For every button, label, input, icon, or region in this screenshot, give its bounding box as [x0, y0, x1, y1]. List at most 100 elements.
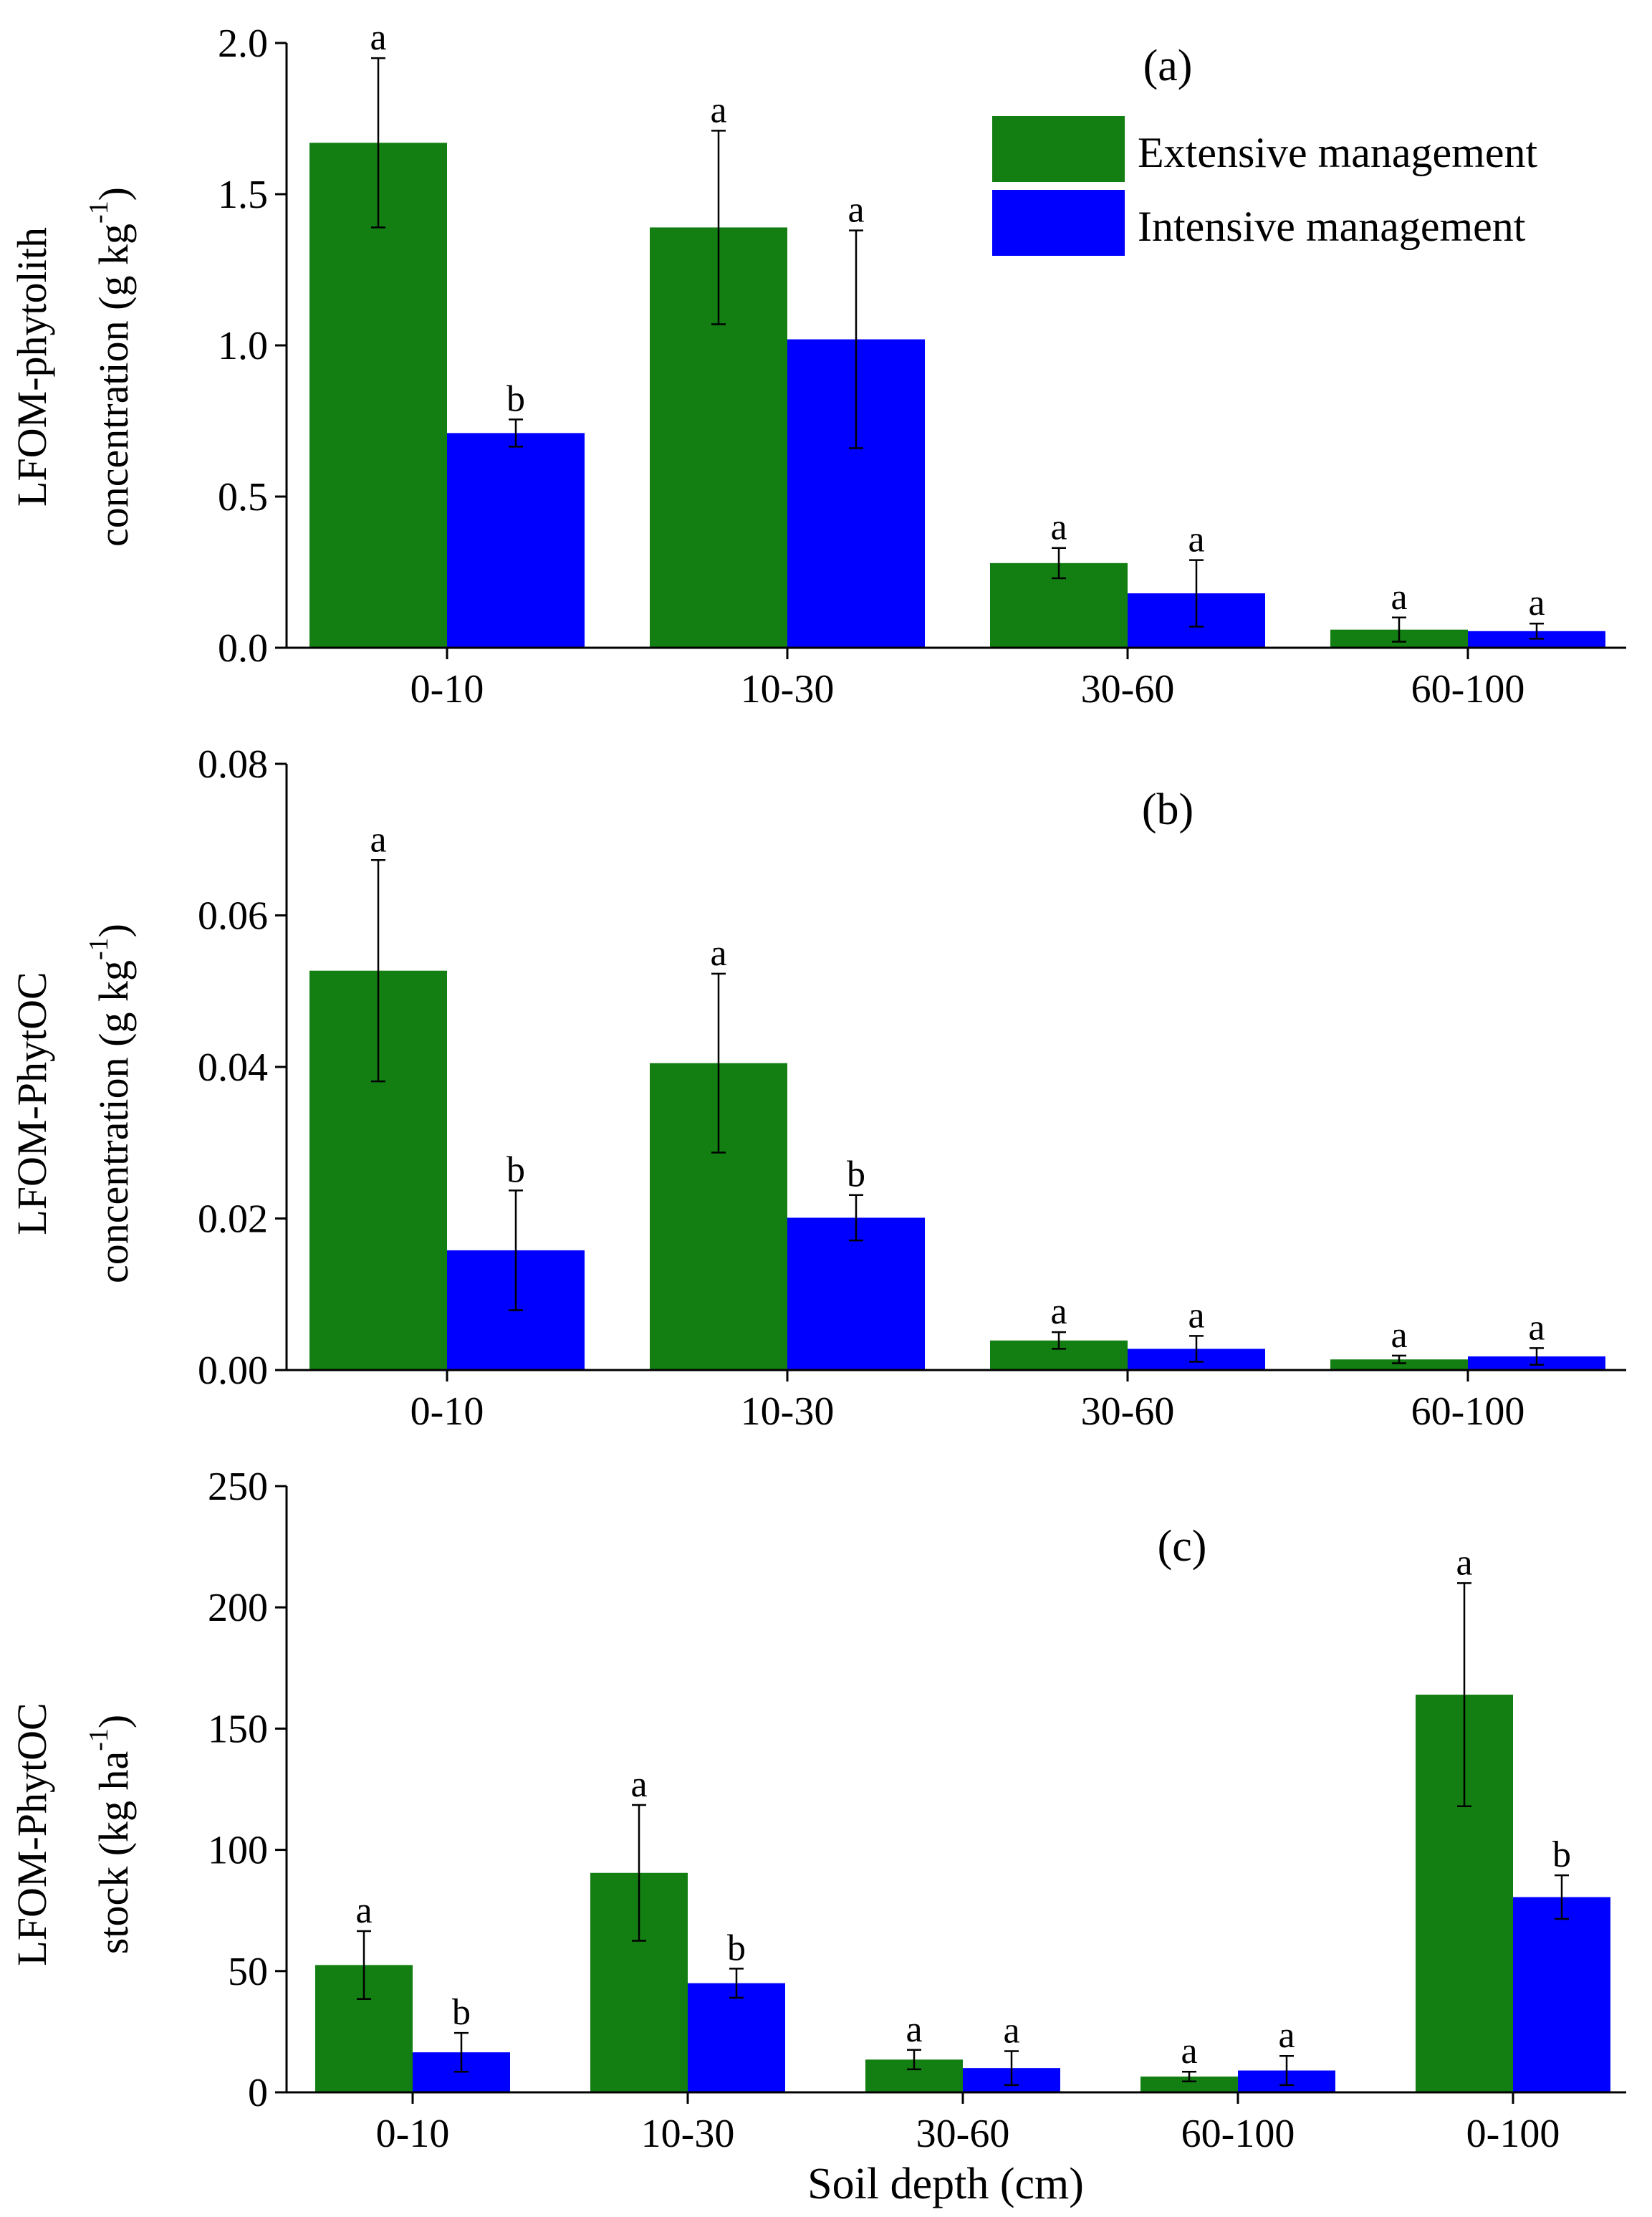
- legend-label-extensive: Extensive management: [1138, 129, 1537, 176]
- significance-letter: a: [1003, 2010, 1019, 2051]
- legend-swatch-intensive: [992, 190, 1125, 256]
- significance-letter: a: [1050, 507, 1067, 548]
- y-tick-label: 0.00: [198, 1349, 268, 1393]
- panel-c-ylabel-close: ): [90, 1715, 137, 1728]
- panel-a-error-bars: [371, 57, 1544, 643]
- y-tick-label: 0.0: [218, 626, 268, 671]
- panel-c-x-ticks: 0-10 10-30 30-60 60-100 0-100: [376, 2092, 1560, 2156]
- significance-letter: a: [630, 1764, 647, 1805]
- significance-letter: a: [1278, 2015, 1295, 2056]
- legend-swatch-extensive: [992, 116, 1125, 182]
- significance-letter: b: [506, 378, 525, 419]
- x-tick-label: 60-100: [1411, 1389, 1525, 1434]
- x-axis-title: Soil depth (cm): [807, 2160, 1084, 2208]
- y-tick-label: 0.04: [198, 1045, 268, 1090]
- y-tick-label: 50: [228, 1950, 268, 1994]
- significance-letter: a: [710, 90, 726, 130]
- x-tick-label: 0-10: [410, 1389, 484, 1434]
- x-tick-label: 30-60: [1081, 1389, 1175, 1434]
- bar-intensive: [787, 1217, 925, 1370]
- x-tick-label: 60-100: [1181, 2112, 1295, 2156]
- x-tick-label: 30-60: [916, 2112, 1010, 2156]
- panel-c: a b a b a a a a a b 0 50 100 150 200 250 0-10 10-30 30-6…: [9, 1465, 1626, 2208]
- x-tick-label: 0-10: [410, 667, 484, 712]
- panel-a-y-ticks: 0.0 0.5 1.0 1.5 2.0: [218, 21, 287, 671]
- y-tick-label: 1.0: [218, 324, 268, 368]
- significance-letter: a: [355, 1890, 372, 1931]
- x-tick-label: 0-10: [376, 2112, 450, 2156]
- significance-letter: b: [1552, 1834, 1571, 1875]
- legend: Extensive management Intensive managemen…: [992, 116, 1537, 256]
- panel-b-x-ticks: 0-10 10-30 30-60 60-100: [410, 1370, 1525, 1434]
- panel-b-significance-letters: a b a b a a a a: [370, 819, 1545, 1356]
- y-tick-label: 1.5: [218, 173, 268, 217]
- significance-letter: b: [727, 1928, 746, 1968]
- panel-b-bars: [309, 970, 1605, 1370]
- panel-a-ylabel-sup: -1: [84, 201, 114, 224]
- significance-letter: a: [1188, 519, 1204, 560]
- x-tick-label: 10-30: [741, 667, 835, 712]
- panel-b-ylabel: LFOM-PhytOC concentration (g kg-1): [9, 924, 137, 1283]
- panel-b-y-ticks: 0.00 0.02 0.04 0.06 0.08: [198, 742, 287, 1393]
- bar-intensive: [688, 1983, 785, 2092]
- y-tick-label: 2.0: [218, 21, 268, 66]
- x-tick-label: 10-30: [641, 2112, 735, 2156]
- panel-b-ylabel-sup: -1: [84, 937, 114, 960]
- y-tick-label: 0.02: [198, 1197, 268, 1242]
- panel-b: a b a b a a a a 0.00 0.02 0.04 0.06 0.08 0-10 10-30 3…: [9, 742, 1626, 1434]
- panel-c-error-bars: [357, 1582, 1569, 2087]
- panel-a-label: (a): [1143, 42, 1193, 90]
- significance-letter: a: [1188, 1295, 1204, 1336]
- significance-letter: b: [506, 1149, 525, 1190]
- y-tick-label: 0.08: [198, 742, 268, 787]
- panel-a-ylabel-line2: concentration (g kg-1): [84, 187, 137, 547]
- significance-letter: a: [1391, 1315, 1407, 1356]
- y-tick-label: 100: [208, 1829, 268, 1873]
- x-tick-label: 10-30: [741, 1389, 835, 1434]
- panel-b-error-bars: [371, 859, 1544, 1366]
- bar-intensive: [447, 433, 585, 648]
- legend-label-intensive: Intensive management: [1138, 203, 1526, 250]
- y-tick-label: 250: [208, 1465, 268, 1509]
- significance-letter: a: [906, 2009, 922, 2050]
- x-tick-label: 0-100: [1466, 2112, 1560, 2156]
- bar-extensive: [1330, 1359, 1468, 1370]
- significance-letter: a: [370, 819, 386, 860]
- panel-a-ylabel-line1: LFOM-phytolith: [9, 227, 55, 507]
- y-tick-label: 200: [208, 1586, 268, 1630]
- significance-letter: a: [1528, 583, 1545, 623]
- panel-c-significance-letters: a b a b a a a a a b: [355, 1542, 1571, 2072]
- panel-c-bars: [315, 1695, 1610, 2092]
- x-tick-label: 60-100: [1411, 667, 1525, 712]
- y-tick-label: 0: [248, 2071, 268, 2115]
- panel-c-label: (c): [1158, 1522, 1207, 1571]
- y-tick-label: 0.06: [198, 894, 268, 939]
- significance-letter: a: [370, 17, 386, 58]
- panel-b-ylabel-text: concentration (g kg: [90, 960, 137, 1283]
- y-tick-label: 150: [208, 1707, 268, 1751]
- significance-letter: a: [1181, 2031, 1197, 2072]
- bar-intensive: [1513, 1897, 1610, 2092]
- panel-a: a b a a a a a a 0.0 0.5 1.0 1.5 2.0 0-10 10-30 30-60 6…: [9, 17, 1626, 712]
- panel-a-significance-letters: a b a a a a a a: [370, 17, 1545, 623]
- x-tick-label: 30-60: [1081, 667, 1175, 712]
- significance-letter: b: [452, 1992, 471, 2033]
- panel-c-ylabel: LFOM-PhytOC stock (kg ha-1): [9, 1703, 137, 1965]
- significance-letter: a: [710, 933, 726, 974]
- significance-letter: a: [1528, 1307, 1545, 1348]
- panel-c-ylabel-line2: stock (kg ha-1): [84, 1715, 137, 1954]
- panel-c-ylabel-sup: -1: [84, 1728, 114, 1751]
- panel-a-x-ticks: 0-10 10-30 30-60 60-100: [410, 648, 1525, 712]
- significance-letter: a: [1456, 1542, 1472, 1583]
- panel-b-ylabel-close: ): [90, 924, 137, 937]
- panel-c-ylabel-line1: LFOM-PhytOC: [9, 1703, 55, 1965]
- panel-a-ylabel-text: concentration (g kg: [90, 224, 137, 547]
- significance-letter: a: [847, 190, 864, 231]
- bar-extensive: [1140, 2077, 1238, 2092]
- panel-b-ylabel-line2: concentration (g kg-1): [84, 924, 137, 1283]
- panel-a-ylabel-close: ): [90, 187, 137, 201]
- panel-c-ylabel-text: stock (kg ha: [90, 1751, 137, 1955]
- panel-a-ylabel: LFOM-phytolith concentration (g kg-1): [9, 187, 137, 547]
- panel-b-label: (b): [1142, 785, 1194, 834]
